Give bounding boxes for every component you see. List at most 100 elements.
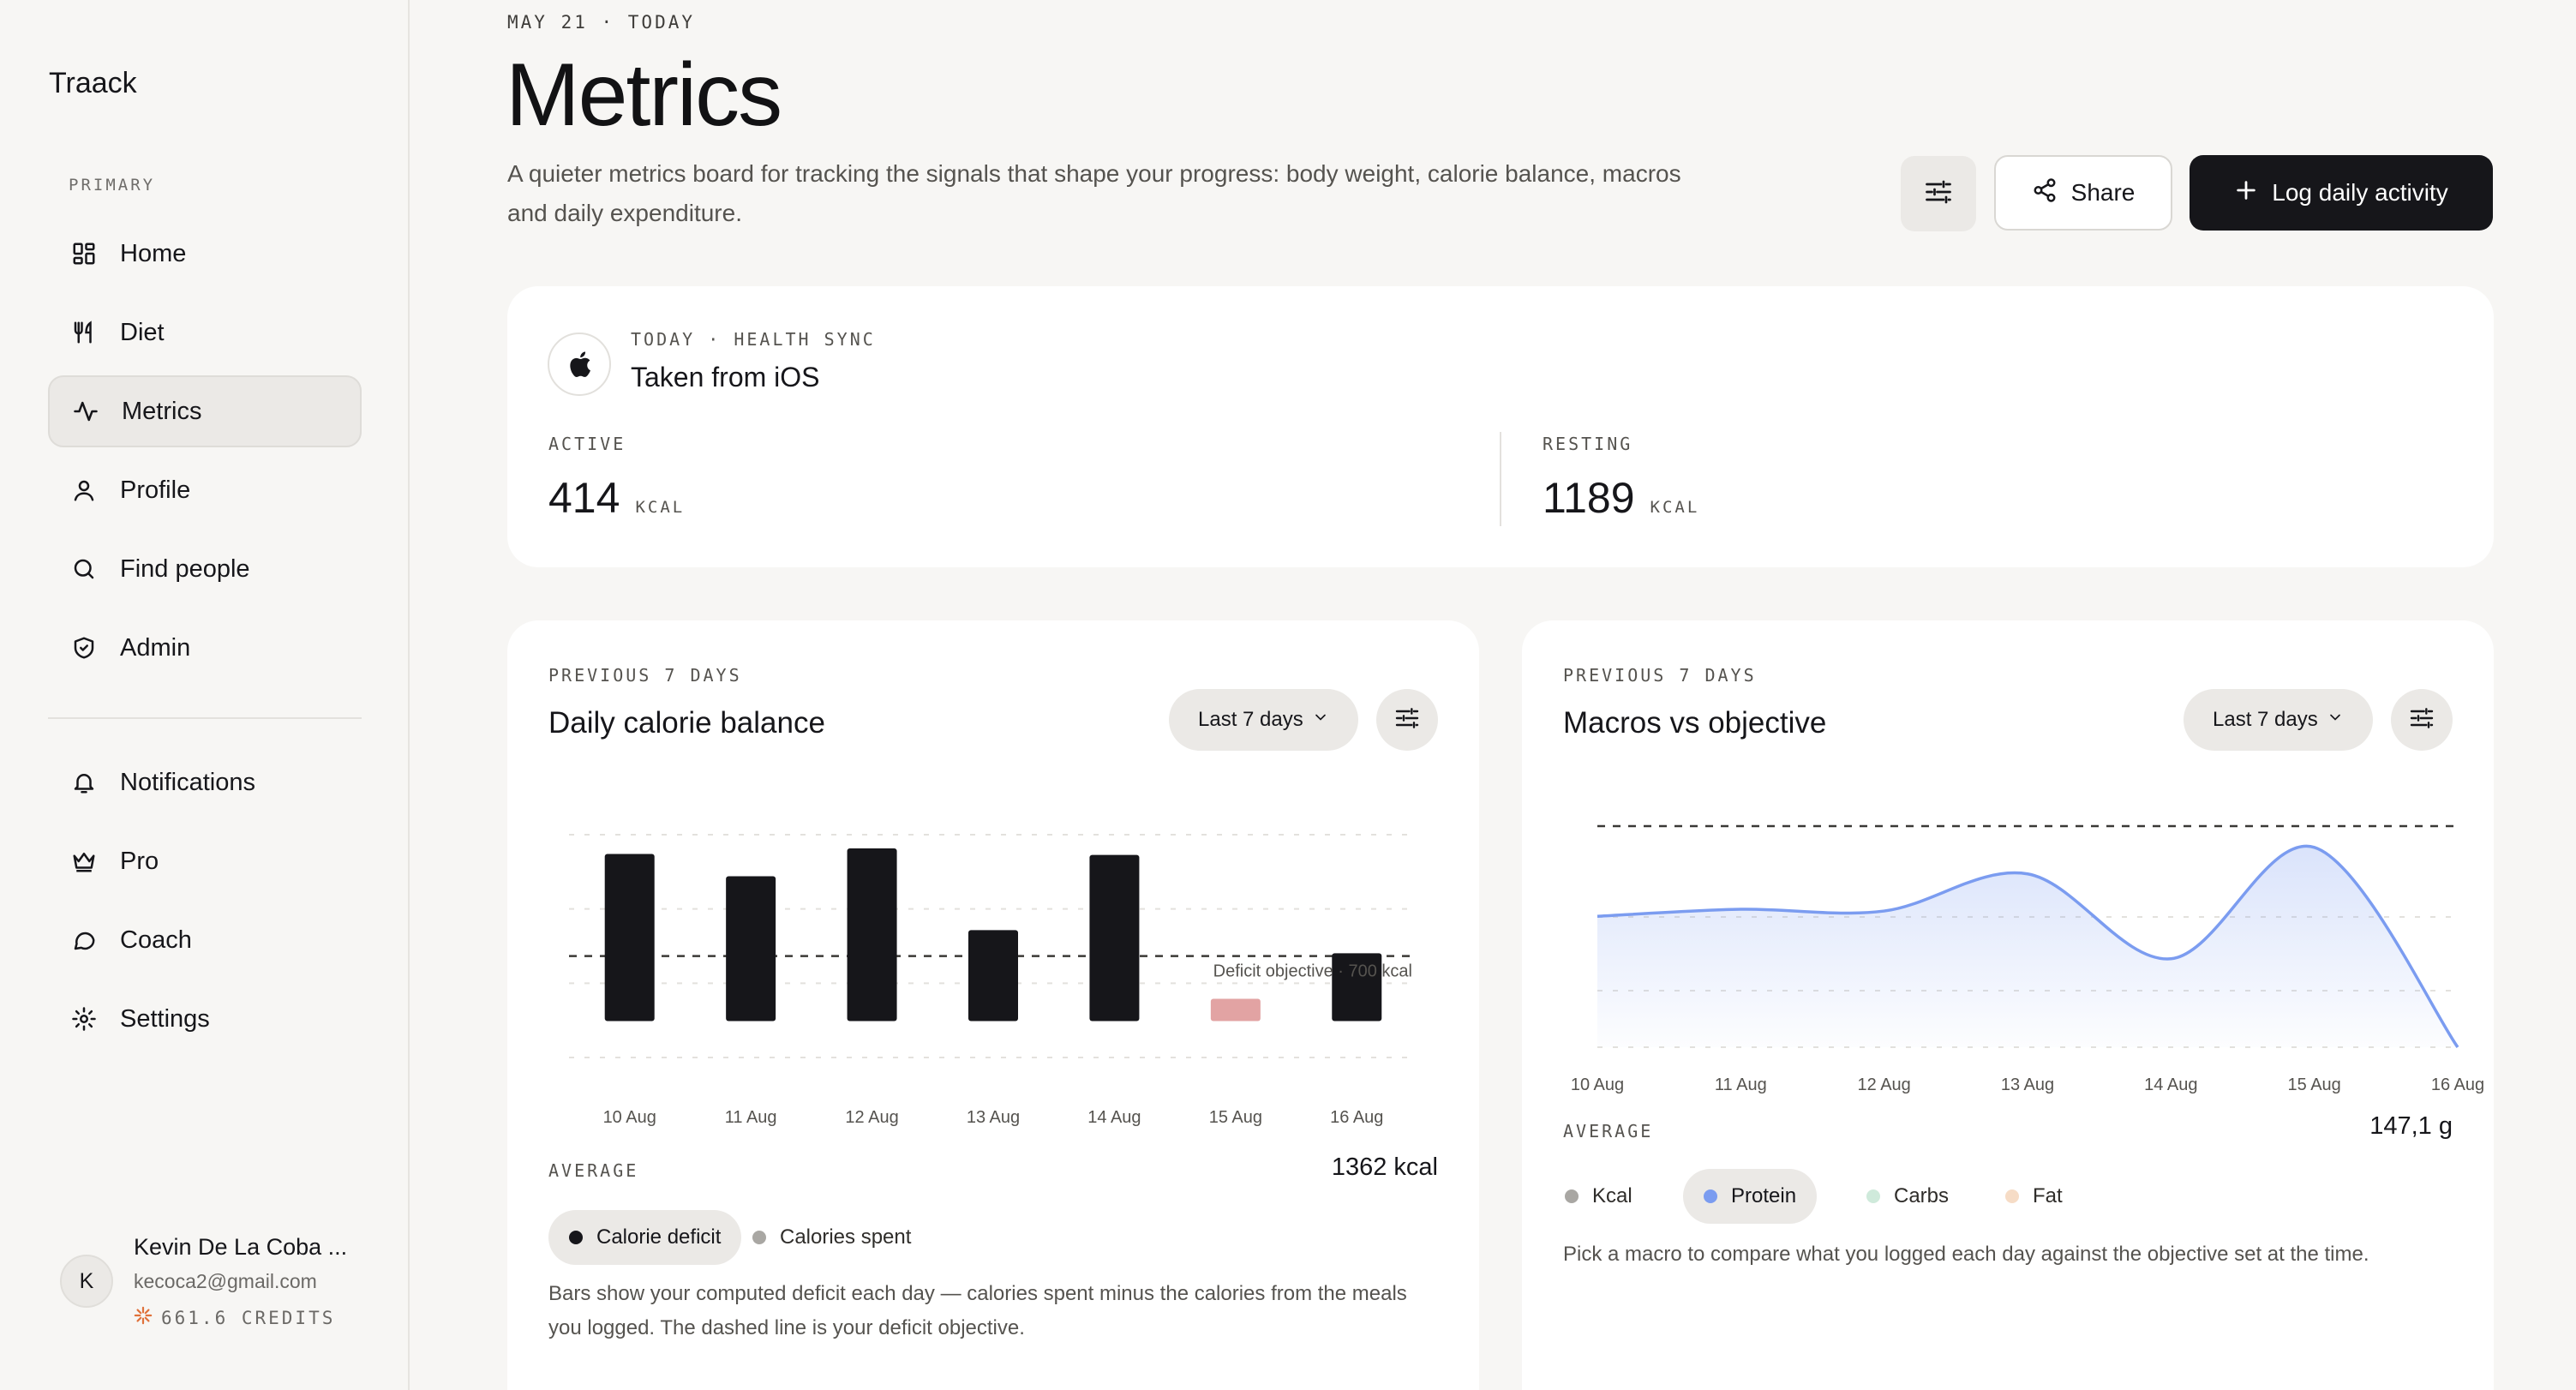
legend-dot: [569, 1231, 583, 1244]
legend-carbs[interactable]: Carbs: [1846, 1169, 1969, 1224]
legend-fat[interactable]: Fat: [1985, 1169, 2083, 1224]
bar: [1210, 998, 1261, 1022]
shield-icon: [67, 631, 101, 665]
sidebar-item-coach[interactable]: Coach: [48, 904, 362, 976]
sliders-icon: [1393, 704, 1421, 736]
sidebar-item-pro[interactable]: Pro: [48, 825, 362, 897]
card-kicker: PREVIOUS 7 DAYS: [1563, 665, 1757, 686]
date-label: MAY 21 · TODAY: [507, 12, 696, 33]
resting-unit: KCAL: [1650, 498, 1700, 517]
sidebar-divider: [48, 717, 362, 719]
legend-kcal[interactable]: Kcal: [1544, 1169, 1653, 1224]
x-tick-label: 16 Aug: [1330, 1108, 1383, 1127]
calorie-balance-card: PREVIOUS 7 DAYS Daily calorie balance La…: [507, 620, 1479, 1390]
legend-calorie-deficit[interactable]: Calorie deficit: [548, 1210, 742, 1265]
sidebar-item-label: Profile: [120, 476, 191, 504]
log-label: Log daily activity: [2272, 179, 2448, 206]
sidebar-item-admin[interactable]: Admin: [48, 612, 362, 684]
page-title: Metrics: [506, 45, 782, 145]
sidebar-item-label: Find people: [120, 554, 250, 583]
range-label: Last 7 days: [1198, 708, 1303, 731]
gear-icon: [67, 1002, 101, 1036]
card-kicker: PREVIOUS 7 DAYS: [548, 665, 742, 686]
page-description: A quieter metrics board for tracking the…: [507, 160, 1681, 226]
utensils-icon: [67, 315, 101, 350]
user-credits: 661.6 CREDITS: [134, 1306, 335, 1329]
average-value: 147,1 g: [2369, 1112, 2453, 1140]
chat-bubble-icon: [67, 923, 101, 957]
chevron-down-icon: [1312, 708, 1329, 732]
chart-settings-button[interactable]: [2391, 689, 2453, 751]
x-tick-label: 10 Aug: [1571, 1075, 1624, 1094]
x-tick-label: 14 Aug: [2144, 1075, 2197, 1094]
sliders-icon: [1923, 177, 1954, 212]
apple-logo-icon: [548, 333, 611, 396]
sidebar-item-label: Home: [120, 239, 187, 267]
section-label-primary: PRIMARY: [69, 176, 156, 195]
legend-calories-spent[interactable]: Calories spent: [732, 1210, 932, 1265]
calorie-bar-chart: 10 Aug 11 Aug 12 Aug 13 Aug 14 Aug 15 Aug 16 A…: [569, 834, 1417, 1127]
sidebar-item-label: Coach: [120, 926, 192, 954]
card-footnote: Bars show your computed deficit each day…: [548, 1282, 1407, 1339]
legend-label: Protein: [1731, 1184, 1797, 1207]
legend-dot: [2005, 1189, 2019, 1203]
brand-logo[interactable]: Traack: [49, 67, 137, 99]
sidebar-item-home[interactable]: Home: [48, 218, 362, 290]
range-select[interactable]: Last 7 days: [1169, 689, 1358, 751]
range-select[interactable]: Last 7 days: [2184, 689, 2373, 751]
sidebar-item-metrics[interactable]: Metrics: [48, 375, 362, 447]
share-label: Share: [2070, 179, 2136, 206]
credits-text: 661.6 CREDITS: [161, 1307, 336, 1328]
log-daily-activity-button[interactable]: Log daily activity: [2190, 155, 2493, 231]
sliders-icon: [2408, 704, 2435, 736]
legend-label: Kcal: [1592, 1184, 1632, 1207]
share-icon: [2032, 177, 2058, 209]
macros-card: PREVIOUS 7 DAYS Macros vs objective Last…: [1522, 620, 2494, 1390]
chevron-down-icon: [2327, 708, 2344, 732]
bar: [968, 930, 1018, 1022]
legend-dot: [1704, 1189, 1717, 1203]
sidebar-item-diet[interactable]: Diet: [48, 297, 362, 368]
x-tick-label: 13 Aug: [2001, 1075, 2054, 1094]
legend-dot: [752, 1231, 766, 1244]
sidebar-item-label: Settings: [120, 1004, 210, 1033]
bar: [1332, 953, 1382, 1022]
x-tick-label: 12 Aug: [1858, 1075, 1911, 1094]
resting-metric: 1189 KCAL: [1543, 473, 1699, 523]
x-tick-label: 16 Aug: [2431, 1075, 2484, 1094]
share-button[interactable]: Share: [1994, 155, 2172, 231]
grid-icon: [67, 237, 101, 271]
objective-label: Deficit objective · 700 kcal: [1213, 962, 1412, 981]
activity-icon: [69, 394, 103, 428]
sidebar-item-label: Pro: [120, 847, 159, 875]
legend-protein[interactable]: Protein: [1683, 1169, 1818, 1224]
avatar[interactable]: K: [60, 1255, 113, 1308]
resting-label: RESTING: [1543, 434, 1633, 454]
card-title: Daily calorie balance: [548, 706, 825, 740]
sidebar-item-notifications[interactable]: Notifications: [48, 746, 362, 818]
sidebar-item-settings[interactable]: Settings: [48, 983, 362, 1055]
sidebar-item-label: Admin: [120, 633, 191, 662]
filter-button[interactable]: [1901, 156, 1976, 231]
card-title: Macros vs objective: [1563, 706, 1827, 740]
legend-label: Calorie deficit: [596, 1225, 722, 1249]
chart-settings-button[interactable]: [1376, 689, 1438, 751]
sync-title: Taken from iOS: [631, 362, 820, 392]
bar: [847, 848, 897, 1022]
active-value: 414: [548, 474, 620, 522]
legend-dot: [1866, 1189, 1880, 1203]
bell-icon: [67, 765, 101, 800]
crown-icon: [67, 844, 101, 878]
plus-icon: [2234, 178, 2258, 208]
x-tick-label: 12 Aug: [845, 1108, 898, 1127]
user-icon: [67, 473, 101, 507]
macros-area-chart: 10 Aug 11 Aug 12 Aug 13 Aug 14 Aug 15 Aug 16 A…: [1571, 824, 2484, 1094]
sidebar-item-label: Metrics: [122, 397, 202, 425]
area-fill: [1597, 846, 2458, 1047]
x-tick-label: 10 Aug: [603, 1108, 656, 1127]
x-tick-label: 11 Aug: [725, 1108, 777, 1127]
sidebar-item-profile[interactable]: Profile: [48, 454, 362, 526]
sidebar-item-find-people[interactable]: Find people: [48, 533, 362, 605]
legend-label: Carbs: [1894, 1184, 1950, 1207]
x-tick-label: 15 Aug: [2288, 1075, 2341, 1094]
